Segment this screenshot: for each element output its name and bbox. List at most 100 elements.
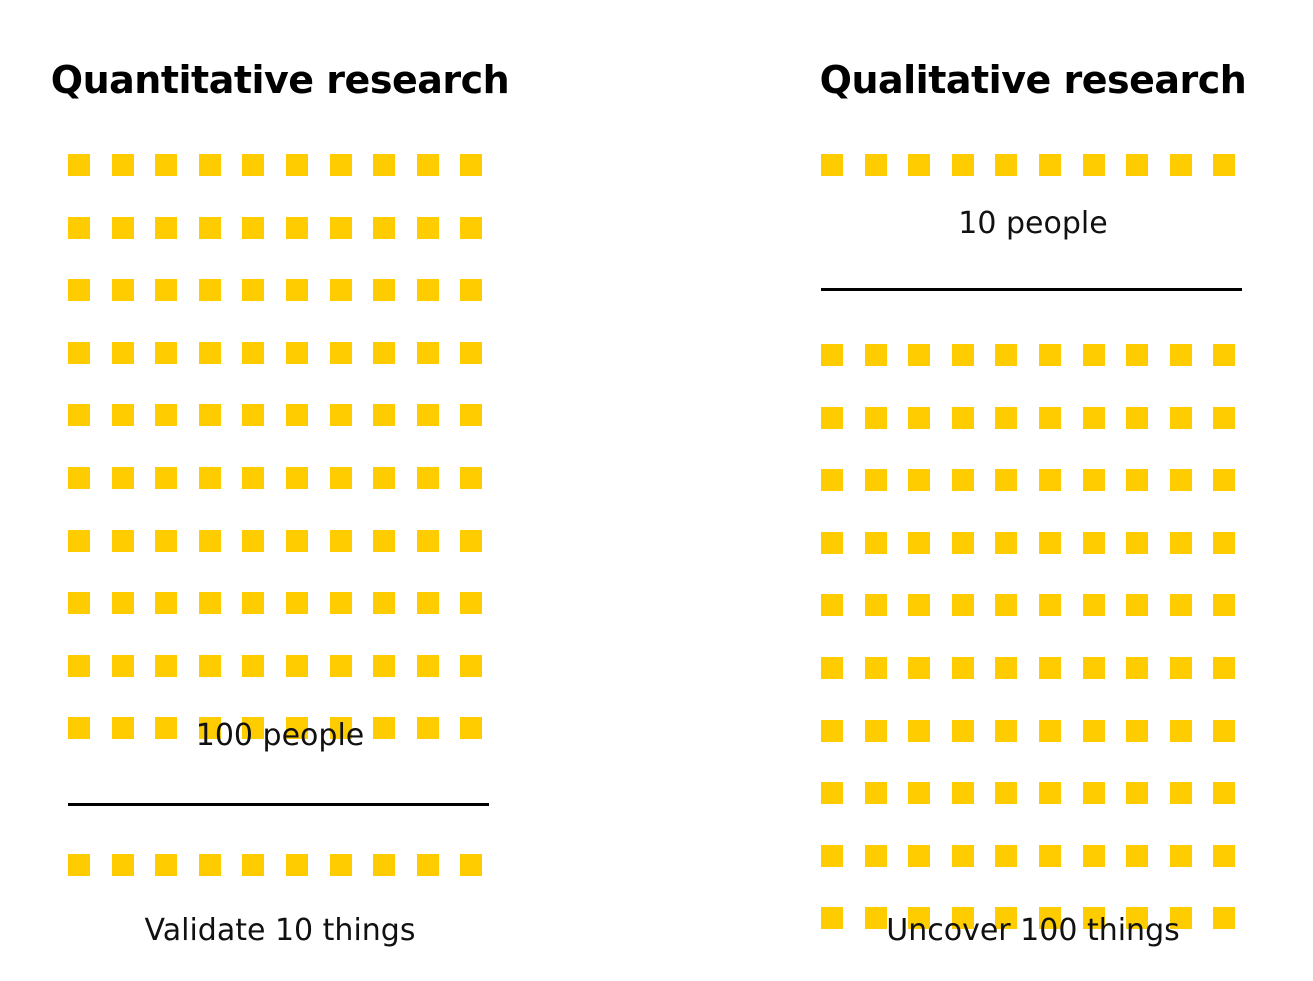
square-marker — [1126, 594, 1149, 617]
square-marker — [951, 844, 974, 867]
square-marker — [1038, 344, 1061, 366]
square-marker — [242, 341, 265, 364]
square-marker — [908, 719, 931, 742]
quantitative-divider — [68, 803, 489, 806]
square-marker — [995, 656, 1018, 679]
square-marker — [908, 844, 931, 867]
square-marker — [1169, 907, 1192, 930]
square-marker — [995, 594, 1018, 617]
square-marker — [460, 341, 483, 364]
square-marker — [460, 154, 483, 176]
square-marker — [1038, 406, 1061, 429]
square-marker — [416, 216, 439, 239]
square-marker — [951, 907, 974, 930]
square-marker — [111, 154, 134, 176]
square-marker — [416, 341, 439, 364]
square-marker — [864, 154, 887, 176]
qualitative-outcome-label: Uncover 100 things — [886, 913, 1180, 948]
square-marker — [329, 854, 352, 876]
square-marker — [1126, 844, 1149, 867]
square-marker — [373, 341, 396, 364]
square-marker — [111, 341, 134, 364]
square-marker — [242, 854, 265, 876]
square-marker — [242, 154, 265, 176]
square-marker — [1126, 344, 1149, 366]
square-marker — [68, 717, 90, 740]
square-marker — [821, 531, 843, 554]
square-marker — [1169, 406, 1192, 429]
square-marker — [1126, 531, 1149, 554]
square-marker — [198, 466, 221, 489]
square-marker — [1169, 531, 1192, 554]
square-marker — [329, 529, 352, 552]
square-marker — [995, 469, 1018, 492]
square-marker — [864, 656, 887, 679]
square-marker — [1169, 344, 1192, 366]
quantitative-participants-label: 100 people — [195, 718, 365, 753]
square-marker — [821, 719, 843, 742]
square-marker — [111, 216, 134, 239]
square-marker — [68, 466, 90, 489]
qualitative-title: Qualitative research — [819, 58, 1247, 102]
qualitative-divider — [821, 288, 1242, 291]
square-marker — [821, 344, 843, 366]
square-marker — [995, 406, 1018, 429]
square-marker — [416, 654, 439, 677]
square-marker — [155, 654, 178, 677]
square-marker — [242, 216, 265, 239]
square-marker — [460, 592, 483, 615]
square-marker — [460, 216, 483, 239]
square-marker — [285, 592, 308, 615]
square-marker — [1213, 531, 1236, 554]
square-marker — [198, 592, 221, 615]
square-marker — [242, 404, 265, 427]
square-marker — [1082, 406, 1105, 429]
square-marker — [285, 154, 308, 176]
square-marker — [1169, 154, 1192, 176]
square-marker — [951, 656, 974, 679]
square-marker — [821, 469, 843, 492]
square-marker — [460, 654, 483, 677]
square-marker — [198, 529, 221, 552]
square-marker — [155, 279, 178, 302]
square-marker — [242, 279, 265, 302]
square-marker — [68, 529, 90, 552]
square-marker — [373, 529, 396, 552]
square-marker — [1038, 844, 1061, 867]
square-marker — [1038, 907, 1061, 930]
square-marker — [460, 854, 483, 876]
square-marker — [821, 406, 843, 429]
square-marker — [1082, 154, 1105, 176]
square-marker — [155, 216, 178, 239]
square-marker — [821, 907, 843, 930]
square-marker — [155, 466, 178, 489]
square-marker — [111, 854, 134, 876]
square-marker — [416, 854, 439, 876]
square-marker — [1169, 719, 1192, 742]
square-marker — [1213, 656, 1236, 679]
square-marker — [1038, 594, 1061, 617]
square-marker — [285, 341, 308, 364]
square-marker — [111, 466, 134, 489]
square-marker — [68, 154, 90, 176]
square-marker — [1038, 531, 1061, 554]
square-marker — [864, 344, 887, 366]
square-marker — [242, 529, 265, 552]
square-marker — [329, 216, 352, 239]
square-marker — [1213, 344, 1236, 366]
square-marker — [155, 592, 178, 615]
square-marker — [864, 406, 887, 429]
square-marker — [460, 466, 483, 489]
square-marker — [995, 154, 1018, 176]
square-marker — [285, 404, 308, 427]
square-marker — [951, 406, 974, 429]
square-marker — [373, 592, 396, 615]
square-marker — [198, 216, 221, 239]
square-marker — [1213, 469, 1236, 492]
square-marker — [821, 656, 843, 679]
square-marker — [198, 854, 221, 876]
square-marker — [1126, 907, 1149, 930]
square-marker — [1082, 594, 1105, 617]
square-marker — [1038, 469, 1061, 492]
square-marker — [821, 154, 843, 176]
